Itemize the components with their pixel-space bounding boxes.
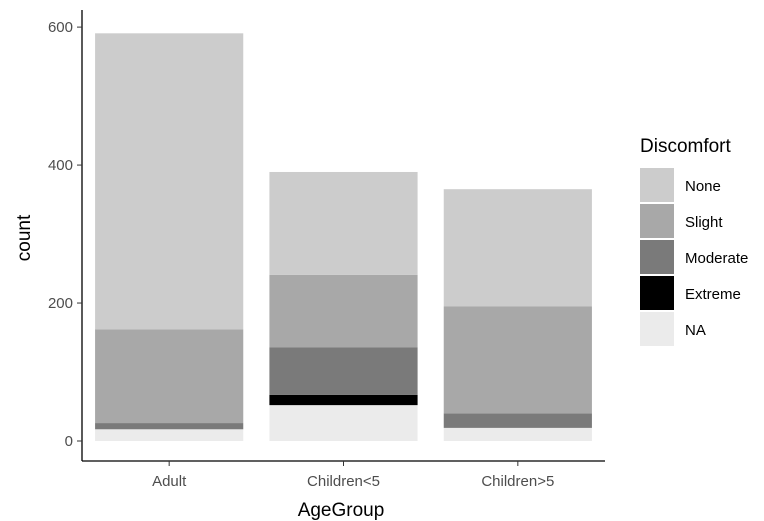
legend-swatch-extreme <box>640 276 674 310</box>
legend-label-extreme: Extreme <box>685 286 741 303</box>
legend-label-slight: Slight <box>685 214 723 231</box>
bar-children-5-na <box>443 427 592 441</box>
axes-layer: 0 200 400 600 Adult Children<5 Children>5 <box>48 10 605 490</box>
bar-children-5-none <box>269 171 418 275</box>
y-tick-label-200: 200 <box>48 295 73 312</box>
bar-adult-none <box>95 33 244 330</box>
x-axis-title: AgeGroup <box>298 500 385 521</box>
y-tick-label-400: 400 <box>48 157 73 174</box>
y-axis-title: count <box>14 214 35 261</box>
y-tick-label-600: 600 <box>48 19 73 36</box>
y-tick-label-0: 0 <box>65 433 73 450</box>
bar-children-5-slight <box>443 306 592 414</box>
bar-adult-slight <box>95 329 244 424</box>
x-tick-label-children-5: Children>5 <box>481 473 554 490</box>
bar-adult-moderate <box>95 423 244 430</box>
legend-swatch-moderate <box>640 240 674 274</box>
bar-children-5-moderate <box>443 413 592 428</box>
legend-swatch-slight <box>640 204 674 238</box>
legend: None Slight Moderate Extreme NA <box>640 168 748 346</box>
legend-swatch-none <box>640 168 674 202</box>
bar-children-5-slight <box>269 274 418 348</box>
bar-children-5-extreme <box>269 394 418 406</box>
bar-children-5-none <box>443 189 592 307</box>
bar-adult-na <box>95 429 244 441</box>
bars-layer <box>95 33 592 441</box>
bar-children-5-moderate <box>269 347 418 395</box>
legend-label-na: NA <box>685 322 706 339</box>
legend-label-moderate: Moderate <box>685 250 748 267</box>
legend-swatch-na <box>640 312 674 346</box>
x-tick-label-children-5: Children<5 <box>307 473 380 490</box>
x-tick-label-adult: Adult <box>152 473 187 490</box>
legend-label-none: None <box>685 178 721 195</box>
legend-title: Discomfort <box>640 136 732 157</box>
bar-children-5-na <box>269 405 418 441</box>
